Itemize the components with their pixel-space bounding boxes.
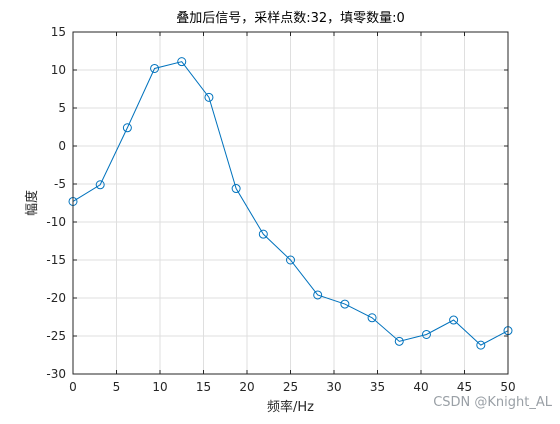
- x-tick-label: 5: [113, 380, 121, 394]
- data-point-marker: [367, 313, 377, 323]
- y-tick-label: 0: [58, 139, 66, 153]
- data-point-marker: [122, 123, 132, 133]
- data-point-marker: [231, 184, 241, 194]
- y-tick-label: -30: [46, 367, 66, 381]
- data-point-marker: [204, 92, 214, 102]
- data-point-marker: [177, 57, 187, 67]
- x-tick-label: 35: [370, 380, 385, 394]
- y-tick-label: -25: [46, 329, 66, 343]
- data-point-marker: [449, 315, 459, 325]
- data-point-marker: [394, 336, 404, 346]
- y-tick-label: 10: [51, 63, 66, 77]
- watermark: CSDN @Knight_AL: [433, 395, 552, 410]
- data-point-marker: [421, 329, 431, 339]
- ticks: 0 5 10 15 20 25 30 35 40 45 50 -30 -25 -20 -15 -10 -5 0 5 1…: [46, 25, 515, 394]
- data-point-marker: [340, 299, 350, 309]
- y-tick-label: -20: [46, 291, 66, 305]
- chart-title: 叠加后信号，采样点数:32，填零数量:0: [176, 11, 405, 26]
- y-tick-label: 15: [51, 25, 66, 39]
- x-axis-label: 频率/Hz: [267, 399, 314, 415]
- data-point-marker: [476, 340, 486, 350]
- y-tick-label: -5: [54, 177, 66, 191]
- y-axis-label: 幅度: [24, 190, 40, 216]
- data-point-marker: [95, 180, 105, 190]
- x-tick-label: 30: [326, 380, 341, 394]
- y-tick-label: 5: [58, 101, 66, 115]
- x-tick-label: 15: [196, 380, 211, 394]
- data-point-marker: [150, 63, 160, 73]
- series-line: [72, 61, 509, 346]
- y-tick-label: -10: [46, 215, 66, 229]
- x-tick-label: 10: [152, 380, 167, 394]
- x-tick-label: 0: [69, 380, 77, 394]
- data-point-marker: [286, 255, 295, 265]
- x-tick-label: 45: [457, 380, 472, 394]
- data-point-marker: [258, 229, 268, 239]
- x-tick-label: 25: [283, 380, 298, 394]
- x-tick-label: 50: [500, 380, 515, 394]
- y-tick-label: -15: [46, 253, 66, 267]
- data-point-marker: [313, 290, 323, 300]
- grid: [72, 31, 509, 375]
- x-tick-label: 40: [413, 380, 428, 394]
- x-tick-label: 20: [239, 380, 254, 394]
